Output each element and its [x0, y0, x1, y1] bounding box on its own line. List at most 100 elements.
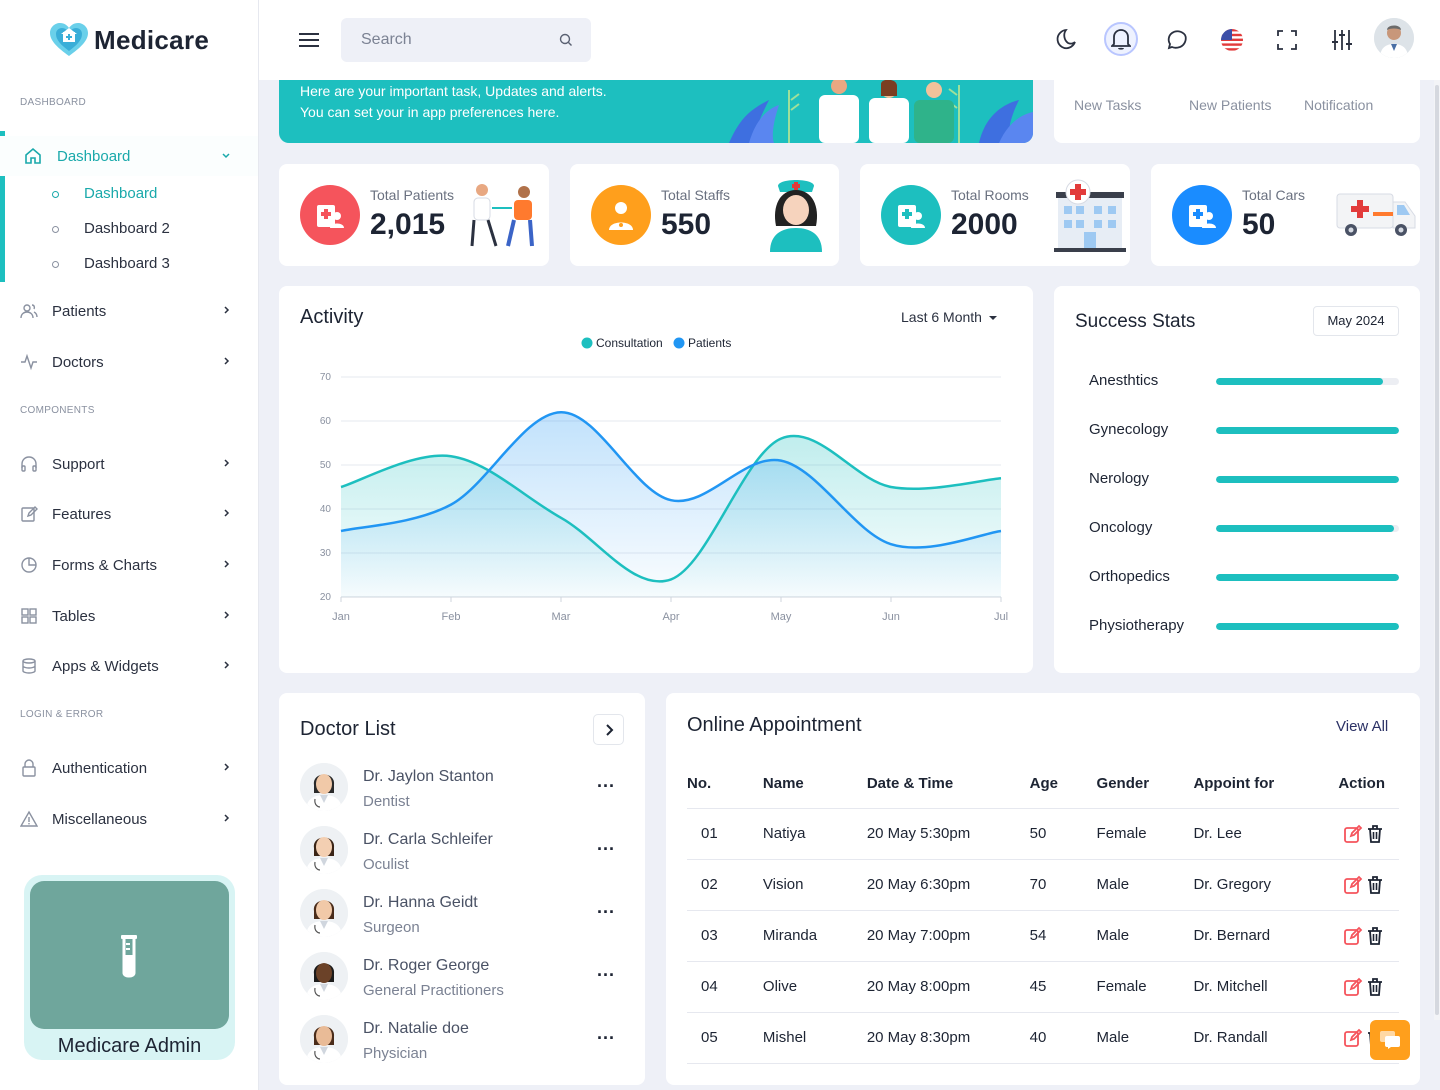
stat-card-cars[interactable]: Total Cars 50 [1151, 164, 1420, 266]
table-cell: Female [1096, 961, 1194, 1013]
period-dropdown[interactable]: Last 6 Month [901, 309, 997, 325]
table-cell: 54 [1029, 910, 1097, 962]
table-cell: 20 May 5:30pm [866, 808, 1030, 860]
edit-icon[interactable] [1343, 875, 1363, 895]
app-name: Medicare [94, 24, 210, 55]
stat-card-rooms[interactable]: Total Rooms 2000 [860, 164, 1130, 266]
caret-down-icon [988, 316, 997, 321]
tab-new-patients[interactable]: New Patients [1189, 97, 1272, 113]
sidebar-item-label: Features [52, 505, 112, 523]
more-options-button[interactable]: ... [597, 1023, 616, 1043]
chat-fab-button[interactable] [1370, 1020, 1410, 1060]
menu-icon[interactable] [299, 32, 319, 48]
doctor-name[interactable]: Dr. Hanna Geidt [363, 894, 478, 911]
appointment-card: Online Appointment View All No. Name Dat… [666, 693, 1420, 1085]
sidebar-item-doctors[interactable]: Doctors [0, 342, 258, 382]
promo-card[interactable]: Medicare Admin [24, 875, 235, 1060]
table-row: 05 Mishel 20 May 8:30pm 40 Male Dr. Randall [687, 1012, 1399, 1064]
database-icon [22, 658, 36, 674]
sidebar-item-label: Doctors [52, 353, 104, 371]
sidebar: Medicare DASHBOARD Dashboard Dashboard D… [0, 0, 259, 1090]
doctor-name[interactable]: Dr. Carla Schleifer [363, 831, 493, 848]
sidebar-item-patients[interactable]: Patients [0, 291, 258, 331]
x-tick-label: Apr [662, 611, 679, 623]
sidebar-item-label: Dashboard [57, 147, 131, 165]
appointment-table: No. Name Date & Time Age Gender Appoint … [687, 760, 1399, 1064]
sidebar-item-features[interactable]: Features [0, 494, 258, 534]
more-options-button[interactable]: ... [597, 960, 616, 980]
legend-label: Patients [688, 336, 731, 350]
column-header: Action [1338, 760, 1399, 809]
stat-value: 2,015 [370, 208, 446, 241]
success-stat-bar [1216, 427, 1399, 434]
sidebar-subitem-dashboard-3[interactable]: Dashboard 3 [0, 249, 258, 279]
doctor-name[interactable]: Dr. Jaylon Stanton [363, 768, 494, 785]
sidebar-item-authentication[interactable]: Authentication [0, 748, 258, 788]
stat-card-patients[interactable]: Total Patients 2,015 [279, 164, 549, 266]
moon-icon[interactable] [1055, 28, 1079, 52]
chevron-right-icon [224, 661, 230, 669]
table-cell: 40 [1029, 1012, 1097, 1064]
stat-card-staffs[interactable]: Total Staffs 550 [570, 164, 839, 266]
welcome-banner: Here are your important task, Updates an… [279, 80, 1033, 143]
table-cell: 01 [687, 808, 763, 860]
sidebar-item-apps-widgets[interactable]: Apps & Widgets [0, 646, 258, 686]
table-cell: 20 May 8:00pm [866, 961, 1030, 1013]
activity-title: Activity [300, 306, 364, 328]
doctor-list-next-button[interactable] [593, 714, 624, 745]
scrollbar-thumb[interactable] [1435, 85, 1439, 1015]
trash-icon[interactable] [1365, 977, 1385, 997]
hospital-building-illustration [1054, 179, 1126, 252]
sidebar-subitem-dashboard[interactable]: Dashboard [0, 179, 258, 209]
search-icon[interactable] [559, 33, 573, 47]
edit-icon[interactable] [1343, 1028, 1363, 1048]
month-selector[interactable]: May 2024 [1313, 306, 1399, 336]
doctor-portrait-icon [300, 1015, 348, 1063]
stat-icon-circle [881, 185, 941, 245]
column-header: Name [762, 760, 867, 809]
success-stat-label: Oncology [1089, 519, 1153, 536]
trash-icon[interactable] [1365, 824, 1385, 844]
settings-sliders-icon[interactable] [1330, 28, 1354, 52]
edit-icon[interactable] [1343, 926, 1363, 946]
sidebar-item-label: Tables [52, 607, 96, 625]
more-options-button[interactable]: ... [597, 834, 616, 854]
more-options-button[interactable]: ... [597, 771, 616, 791]
column-header: Appoint for [1193, 760, 1339, 809]
section-login-label: LOGIN & ERROR [20, 709, 104, 720]
user-avatar[interactable] [1374, 18, 1414, 58]
sidebar-item-miscellaneous[interactable]: Miscellaneous [0, 799, 258, 839]
edit-icon[interactable] [1343, 824, 1363, 844]
doctor-name[interactable]: Dr. Natalie doe [363, 1020, 469, 1037]
table-cell: Male [1096, 910, 1194, 962]
success-stat-bar [1216, 623, 1399, 630]
tab-new-tasks[interactable]: New Tasks [1074, 97, 1142, 113]
sidebar-item-forms-charts[interactable]: Forms & Charts [0, 545, 258, 585]
series-line-1 [340, 410, 1002, 549]
tab-notification[interactable]: Notification [1304, 97, 1374, 113]
sidebar-subitem-dashboard-2[interactable]: Dashboard 2 [0, 214, 258, 244]
sidebar-item-tables[interactable]: Tables [0, 596, 258, 636]
doctor-list-title: Doctor List [300, 718, 396, 740]
us-flag-icon[interactable] [1220, 28, 1244, 52]
chat-icon[interactable] [1165, 28, 1189, 52]
logo[interactable]: Medicare [48, 22, 209, 58]
sidebar-item-dashboard[interactable]: Dashboard [0, 136, 258, 176]
sidebar-item-support[interactable]: Support [0, 444, 258, 484]
trash-icon[interactable] [1365, 926, 1385, 946]
notification-button[interactable] [1104, 22, 1138, 56]
fullscreen-icon[interactable] [1275, 28, 1299, 52]
search-input[interactable] [341, 18, 591, 62]
edit-icon[interactable] [1343, 977, 1363, 997]
more-options-button[interactable]: ... [597, 897, 616, 917]
view-all-link[interactable]: View All [1336, 718, 1389, 735]
table-cell: 20 May 6:30pm [866, 859, 1030, 911]
stat-icon-circle [1172, 185, 1232, 245]
doctor-name[interactable]: Dr. Roger George [363, 957, 490, 974]
activity-icon [21, 353, 37, 371]
success-stat-fill [1216, 525, 1394, 532]
medical-card-icon [898, 205, 925, 228]
x-tick-label: Jan [332, 611, 350, 623]
table-cell: Dr. Mitchell [1193, 961, 1339, 1013]
trash-icon[interactable] [1365, 875, 1385, 895]
